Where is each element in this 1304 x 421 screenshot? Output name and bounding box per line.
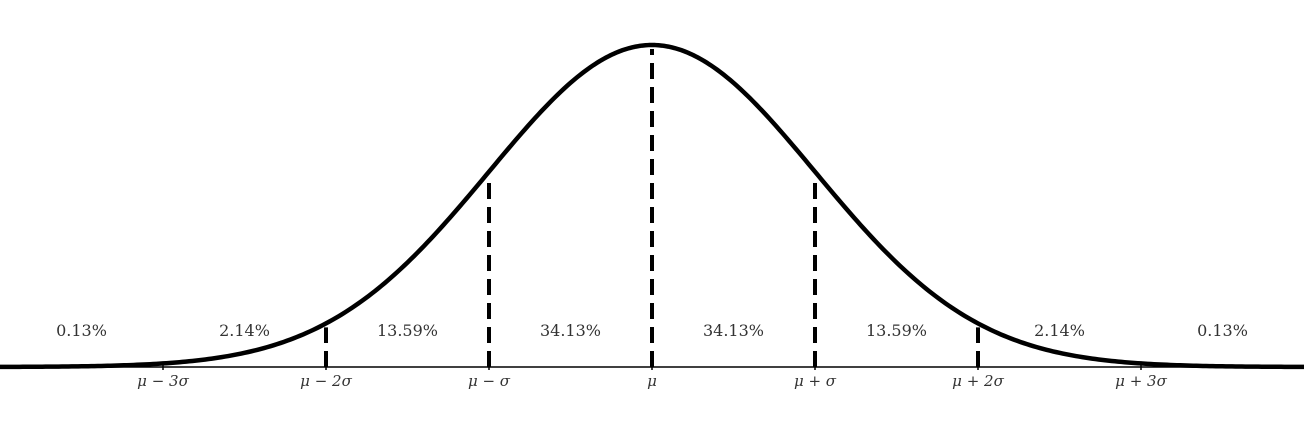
tick-marks xyxy=(162,364,1142,370)
region-percent-label: 2.14% xyxy=(1034,321,1085,340)
region-percent-label: 2.14% xyxy=(219,321,270,340)
region-percent-label: 34.13% xyxy=(540,321,601,340)
sigma-dashed-lines xyxy=(324,49,980,367)
tick-label: μ + 3σ xyxy=(1115,372,1167,390)
region-percent-label: 13.59% xyxy=(866,321,927,340)
tick-label: μ xyxy=(647,372,657,390)
tick-label: μ − σ xyxy=(468,372,511,390)
tick-label: μ − 2σ xyxy=(300,372,352,390)
region-percent-label: 13.59% xyxy=(377,321,438,340)
tick-label: μ − 3σ xyxy=(137,372,189,390)
tick-label: μ + σ xyxy=(794,372,837,390)
region-percent-labels: 0.13% 2.14% 13.59% 34.13% 34.13% 13.59% 2.14% 0… xyxy=(56,321,1248,340)
region-percent-label: 0.13% xyxy=(1197,321,1248,340)
tick-labels: μ − 3σ μ − 2σ μ − σ μ μ + σ μ + 2σ μ + 3σ xyxy=(137,372,1167,390)
region-percent-label: 34.13% xyxy=(703,321,764,340)
tick-label: μ + 2σ xyxy=(952,372,1004,390)
normal-curve xyxy=(0,42,1304,370)
region-percent-label: 0.13% xyxy=(56,321,107,340)
